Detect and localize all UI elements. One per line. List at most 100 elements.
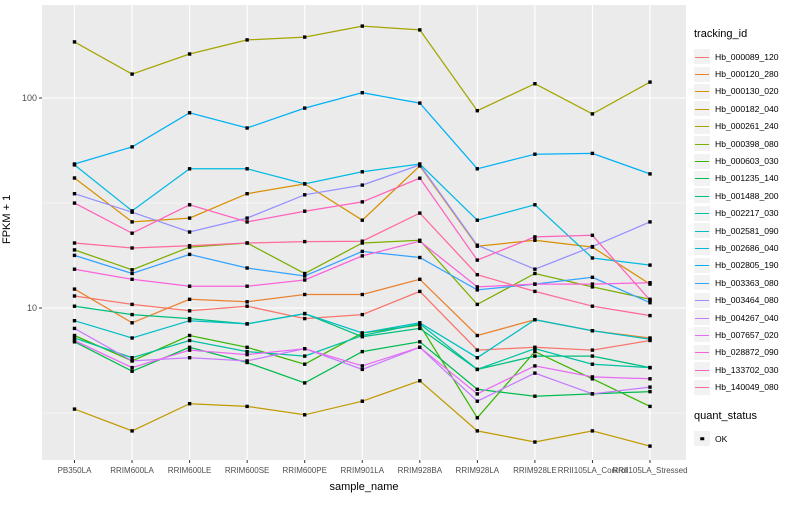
data-point-marker <box>130 369 134 373</box>
data-point-marker <box>130 268 134 272</box>
legend-item-label: Hb_000261_240 <box>715 121 779 132</box>
data-point-marker <box>475 356 479 360</box>
legend-key-line-swatch <box>694 344 710 360</box>
data-point-marker <box>475 109 479 113</box>
data-point-marker <box>590 329 595 333</box>
legend-item-Hb_002581_090: Hb_002581_090 <box>694 222 798 239</box>
data-point-marker <box>475 167 479 171</box>
data-point-marker <box>187 402 192 406</box>
data-point-marker <box>245 345 249 349</box>
data-point-marker <box>475 399 479 403</box>
data-point-marker <box>648 281 652 285</box>
data-point-marker <box>130 321 134 325</box>
data-point-marker <box>72 336 77 340</box>
data-point-marker <box>303 193 307 197</box>
legend-item-Hb_000089_120: Hb_000089_120 <box>694 48 798 65</box>
data-point-marker <box>245 241 249 245</box>
legend-item-label: Hb_003363_080 <box>715 277 779 288</box>
data-point-marker <box>648 365 652 370</box>
legend-line-icon <box>695 108 709 110</box>
data-point-marker <box>648 220 652 224</box>
data-point-marker <box>590 375 595 379</box>
x-tick-label: RRII105LA_Control <box>558 466 628 475</box>
data-point-marker <box>360 364 364 368</box>
legend-item-Hb_000261_240: Hb_000261_240 <box>694 118 798 135</box>
data-point-marker <box>130 429 134 433</box>
data-point-marker <box>360 399 364 403</box>
data-point-marker <box>648 172 652 176</box>
legend-item-Hb_007657_020: Hb_007657_020 <box>694 326 798 343</box>
data-point-marker <box>303 354 307 358</box>
data-point-marker <box>533 440 537 444</box>
legend-item-Hb_000398_080: Hb_000398_080 <box>694 135 798 152</box>
data-point-marker <box>648 337 652 341</box>
data-point-marker <box>245 216 249 220</box>
data-point-marker <box>648 404 652 409</box>
data-point-marker <box>187 284 192 288</box>
data-point-marker <box>303 278 307 282</box>
data-point-marker <box>72 333 77 338</box>
data-point-marker <box>187 244 192 248</box>
x-tick-label: RRII105LA_Stressed <box>612 466 687 475</box>
data-point-marker <box>418 326 422 331</box>
data-point-marker <box>533 282 537 286</box>
data-point-marker <box>187 111 192 115</box>
data-point-marker <box>360 312 364 317</box>
data-point-marker <box>533 354 537 358</box>
data-point-marker <box>418 379 422 383</box>
x-tick-label: PB350LA <box>58 466 92 475</box>
data-point-marker <box>418 321 422 325</box>
data-point-marker <box>130 336 134 340</box>
y-tick-label: 100 <box>22 93 37 103</box>
data-point-marker <box>475 367 479 372</box>
data-point-marker <box>648 298 652 302</box>
legend-item-label: Hb_140049_080 <box>715 382 779 393</box>
legend-item-Hb_000182_040: Hb_000182_040 <box>694 100 798 117</box>
data-point-marker <box>245 300 249 304</box>
x-axis-title: sample_name <box>329 481 399 493</box>
legend-item-Hb_028872_090: Hb_028872_090 <box>694 344 798 361</box>
data-point-marker <box>360 24 364 28</box>
data-point-marker <box>533 318 537 322</box>
data-point-marker <box>590 392 595 396</box>
data-point-marker <box>360 170 364 174</box>
legend-item-Hb_002686_040: Hb_002686_040 <box>694 239 798 256</box>
legend-item-label: Hb_000089_120 <box>715 51 779 62</box>
data-point-marker <box>72 162 77 166</box>
chart-svg: 10 100 PB350LA RRIM600LA RRIM600LE RRIM600SE R… <box>22 5 688 475</box>
legend-item-Hb_133702_030: Hb_133702_030 <box>694 361 798 378</box>
data-point-marker <box>245 220 249 224</box>
data-point-marker <box>303 311 307 316</box>
legend-item-label: Hb_001235_140 <box>715 173 779 184</box>
data-point-marker <box>303 182 307 186</box>
data-point-marker <box>360 239 364 243</box>
data-point-marker <box>360 254 364 258</box>
y-axis-title: FPKM + 1 <box>1 194 13 244</box>
legend-item-Hb_140049_080: Hb_140049_080 <box>694 378 798 395</box>
x-tick-label: RRIM600SE <box>225 466 269 475</box>
data-point-marker <box>533 349 537 354</box>
data-point-marker <box>130 271 134 276</box>
legend-line-icon <box>695 300 709 302</box>
data-point-marker <box>187 316 192 321</box>
data-point-marker <box>187 348 192 352</box>
data-point-marker <box>303 209 307 213</box>
data-point-marker <box>418 340 422 344</box>
data-point-marker <box>475 429 479 433</box>
data-point-marker <box>303 106 307 110</box>
data-point-marker <box>72 201 77 205</box>
data-point-marker <box>475 218 479 222</box>
data-point-marker <box>475 392 479 396</box>
data-point-marker <box>590 429 595 433</box>
data-point-marker <box>303 413 307 417</box>
data-point-marker <box>590 151 595 156</box>
legend-item-label: Hb_133702_030 <box>715 364 779 375</box>
legend-item-label: Hb_002581_090 <box>715 225 779 236</box>
x-tick-label: RRIM600LA <box>110 466 154 475</box>
data-point-marker <box>590 233 595 237</box>
data-point-marker <box>648 80 652 84</box>
legend-item-Hb_004267_040: Hb_004267_040 <box>694 309 798 326</box>
data-point-marker <box>130 210 134 214</box>
data-point-marker <box>130 220 134 224</box>
data-point-marker <box>187 167 192 171</box>
